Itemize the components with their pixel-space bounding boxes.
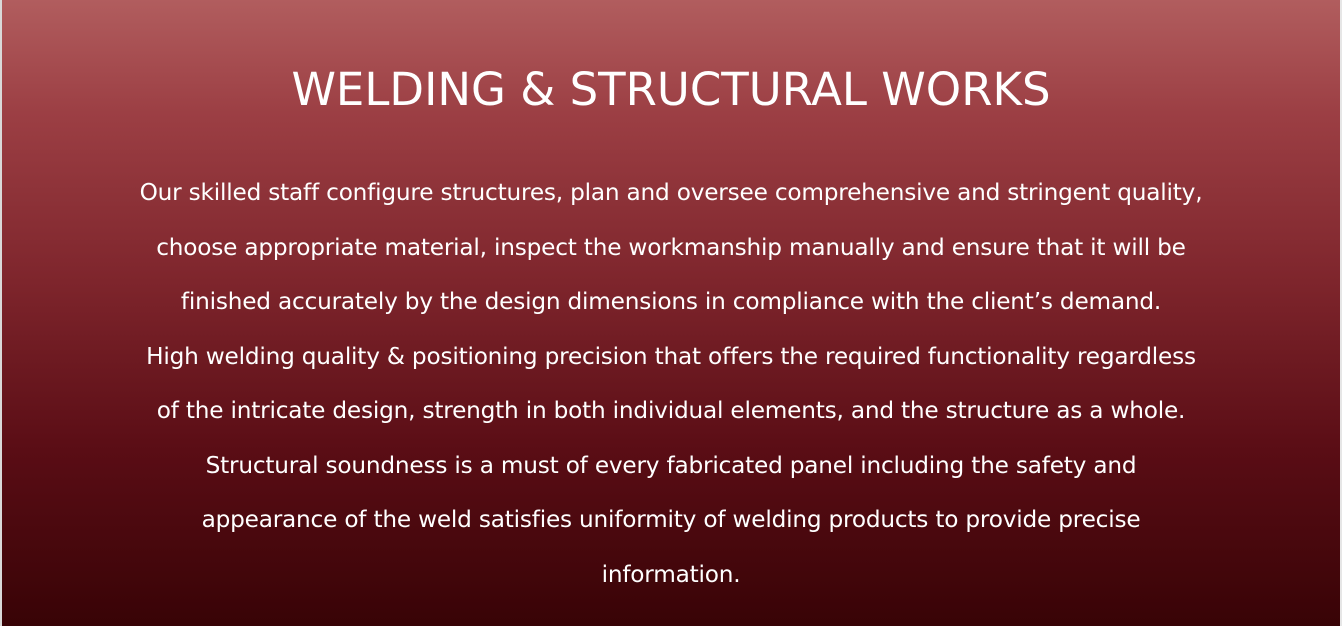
description-line: appearance of the weld satisfies uniform… (201, 506, 1141, 533)
description-line: information. (601, 560, 741, 588)
section-description: Our skilled staff configure structures, … (22, 166, 1320, 602)
description-line: choose appropriate material, inspect the… (156, 233, 1186, 261)
description-line: of the intricate design, strength in bot… (156, 397, 1186, 424)
section-title: WELDING & STRUCTURAL WORKS (291, 63, 1051, 116)
description-line: Structural soundness is a must of every … (205, 451, 1137, 479)
description-line: Our skilled staff configure structures, … (139, 179, 1203, 206)
description-line: finished accurately by the design dimens… (180, 288, 1162, 315)
description-line: High welding quality & positioning preci… (146, 342, 1196, 370)
